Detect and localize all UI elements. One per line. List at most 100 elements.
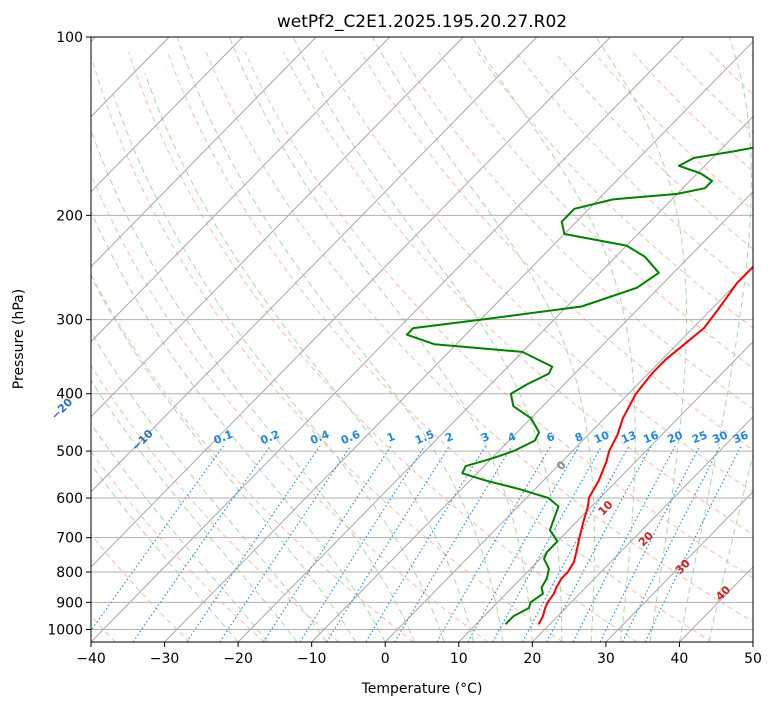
x-tick-label: −30 <box>150 651 180 667</box>
grid-layer <box>0 37 753 642</box>
x-tick-label: 30 <box>597 651 615 667</box>
series-layer <box>405 146 753 625</box>
isotherm-line <box>311 190 753 642</box>
mixing-ratio-line <box>219 445 352 642</box>
moist-adiabat-label: 40 <box>713 583 733 603</box>
moist-adiabat-label: 20 <box>636 529 656 549</box>
mixing-ratio-line <box>299 445 426 642</box>
plot-frame <box>90 36 754 643</box>
moist-adiabat-line <box>678 37 752 642</box>
x-tick-label: 20 <box>523 651 541 667</box>
mixing-ratio-line <box>467 445 580 642</box>
isotherm-line <box>531 416 753 642</box>
isotherm-line <box>91 37 685 642</box>
moist-adiabat-line <box>91 379 298 642</box>
y-tick-label: 400 <box>56 387 83 403</box>
mixing-ratio-label: 36 <box>731 428 750 446</box>
mixing-ratio-line <box>326 445 450 642</box>
mixing-ratio-line <box>492 445 603 642</box>
moist-adiabat-label: 0 <box>554 458 569 473</box>
mixing-ratio-label: 1 <box>385 430 397 445</box>
dry-adiabat-line <box>91 273 414 642</box>
moist-adiabat-line <box>91 330 327 642</box>
dry-adiabat-line <box>438 51 753 369</box>
mixing-ratio-line <box>546 445 652 642</box>
mixing-ratio-line <box>572 445 676 642</box>
mixing-ratio-label: 0.2 <box>259 428 282 447</box>
dry-adiabat-line <box>244 51 753 579</box>
reference-arc <box>0 37 54 642</box>
isotherm-line <box>91 37 611 568</box>
mixing-ratio-label: 2 <box>443 430 455 445</box>
dry-adiabat-line <box>360 51 753 451</box>
dry-adiabat-line <box>91 533 191 642</box>
dry-adiabat-line <box>631 51 753 172</box>
mixing-ratio-label: 6 <box>545 430 557 445</box>
moist-adiabat-line <box>292 37 563 642</box>
moist-adiabat-line <box>595 37 687 642</box>
mixing-ratio-line <box>644 445 742 642</box>
dry-adiabat-line <box>91 364 340 642</box>
dewpoint-profile-line <box>405 146 753 625</box>
isotherm-line <box>91 37 464 418</box>
x-tick-label: 40 <box>671 651 689 667</box>
mixing-ratio-label: 3 <box>479 430 491 445</box>
dry-adiabat-line <box>128 51 638 642</box>
mixing-ratio-line <box>186 445 321 642</box>
isotherm-line <box>679 566 753 642</box>
mixing-ratio-line <box>91 445 224 632</box>
moist-adiabat-line <box>176 37 504 642</box>
y-tick-label: 600 <box>56 491 83 507</box>
mixing-ratio-label: 13 <box>619 429 638 447</box>
moist-adiabat-line <box>91 128 416 642</box>
background-line-labels: −100−90−80−70−60−50−40−30−20−100.10.20.4… <box>49 395 751 603</box>
moist-adiabat-line <box>371 37 595 642</box>
mixing-ratio-line <box>365 445 487 642</box>
y-axis-label: Pressure (hPa) <box>11 289 27 389</box>
mixing-ratio-line <box>132 445 271 642</box>
dry-adiabat-line <box>748 51 753 58</box>
x-tick-label: 0 <box>381 651 390 667</box>
isotherm-line <box>605 491 753 642</box>
y-tick-label: 1000 <box>47 622 83 638</box>
dry-adiabat-line <box>554 51 753 250</box>
y-tick-label: 500 <box>56 444 83 460</box>
mixing-ratio-line <box>599 445 701 642</box>
isotherm-line <box>91 37 391 343</box>
x-tick-label: −10 <box>297 651 327 667</box>
x-axis: −40 −30 −20 −10 0 10 20 30 40 50 <box>76 642 762 667</box>
moist-adiabat-line <box>708 452 753 642</box>
y-tick-label: 900 <box>56 595 83 611</box>
y-tick-label: 800 <box>56 565 83 581</box>
moist-adiabat-line <box>91 463 239 642</box>
y-tick-label: 700 <box>56 531 83 547</box>
x-tick-label: −20 <box>223 651 253 667</box>
dry-adiabat-line <box>91 450 265 642</box>
dry-adiabat-line <box>670 51 753 134</box>
isotherm-line <box>164 40 753 642</box>
moist-adiabat-line <box>471 37 636 642</box>
mixing-ratio-line <box>394 445 513 642</box>
mixing-ratio-label: 30 <box>711 428 730 446</box>
y-tick-label: 100 <box>56 30 83 46</box>
moist-adiabat-line <box>91 275 357 642</box>
moist-adiabat-line <box>144 72 474 642</box>
moist-adiabat-line <box>112 94 445 642</box>
moist-adiabat-label: 30 <box>673 557 693 577</box>
x-tick-label: −40 <box>76 651 106 667</box>
x-axis-label: Temperature (°C) <box>361 681 483 697</box>
mixing-ratio-label: 0.1 <box>212 428 235 447</box>
moist-adiabat-line <box>229 37 533 642</box>
dry-adiabat-line <box>205 51 753 623</box>
mixing-ratio-label: 4 <box>506 430 518 445</box>
isotherm-line <box>237 115 753 642</box>
temperature-profile-line <box>537 265 753 625</box>
dry-adiabat-line <box>321 51 753 493</box>
mixing-ratio-label: 16 <box>641 428 660 446</box>
dry-adiabat-line <box>476 51 753 329</box>
dry-adiabat-line <box>283 51 753 536</box>
moist-adiabat-line <box>91 422 268 642</box>
isotherm-line <box>384 266 753 642</box>
y-tick-label: 300 <box>56 313 83 329</box>
